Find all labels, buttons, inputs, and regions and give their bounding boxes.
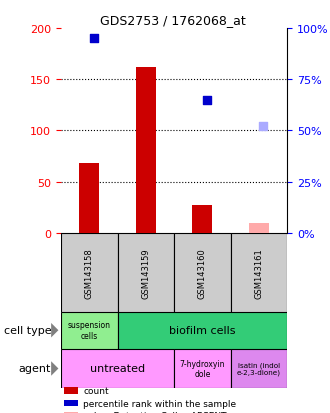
Text: value, Detection Call = ABSENT: value, Detection Call = ABSENT bbox=[83, 411, 227, 413]
Bar bbox=[117, 312, 287, 349]
Text: GSM143159: GSM143159 bbox=[141, 247, 150, 298]
Bar bbox=[61, 312, 117, 349]
Point bbox=[91, 36, 96, 43]
Bar bbox=[174, 233, 231, 312]
Bar bbox=[61, 233, 117, 312]
Text: untreated: untreated bbox=[90, 363, 145, 374]
Text: suspension
cells: suspension cells bbox=[68, 321, 111, 340]
Text: isatin (indol
e-2,3-dione): isatin (indol e-2,3-dione) bbox=[237, 362, 281, 375]
Text: GSM143160: GSM143160 bbox=[198, 247, 207, 298]
Bar bbox=[249, 223, 269, 233]
Text: 7-hydroxyin
dole: 7-hydroxyin dole bbox=[180, 359, 225, 378]
Bar bbox=[174, 349, 231, 388]
Text: GSM143161: GSM143161 bbox=[254, 247, 263, 298]
Bar bbox=[231, 349, 287, 388]
Bar bbox=[80, 164, 99, 233]
Text: cell type: cell type bbox=[4, 325, 51, 335]
Bar bbox=[117, 233, 174, 312]
Point bbox=[261, 124, 266, 131]
Bar bbox=[192, 206, 212, 233]
Text: count: count bbox=[83, 386, 109, 395]
Bar bbox=[61, 349, 174, 388]
Text: GSM143158: GSM143158 bbox=[85, 247, 94, 298]
Point bbox=[148, 0, 153, 4]
Point bbox=[204, 97, 210, 104]
Bar bbox=[231, 233, 287, 312]
Bar bbox=[136, 68, 156, 233]
Text: agent: agent bbox=[19, 363, 51, 374]
Text: percentile rank within the sample: percentile rank within the sample bbox=[83, 399, 236, 408]
Text: biofilm cells: biofilm cells bbox=[169, 325, 236, 335]
Text: GDS2753 / 1762068_at: GDS2753 / 1762068_at bbox=[100, 14, 246, 27]
